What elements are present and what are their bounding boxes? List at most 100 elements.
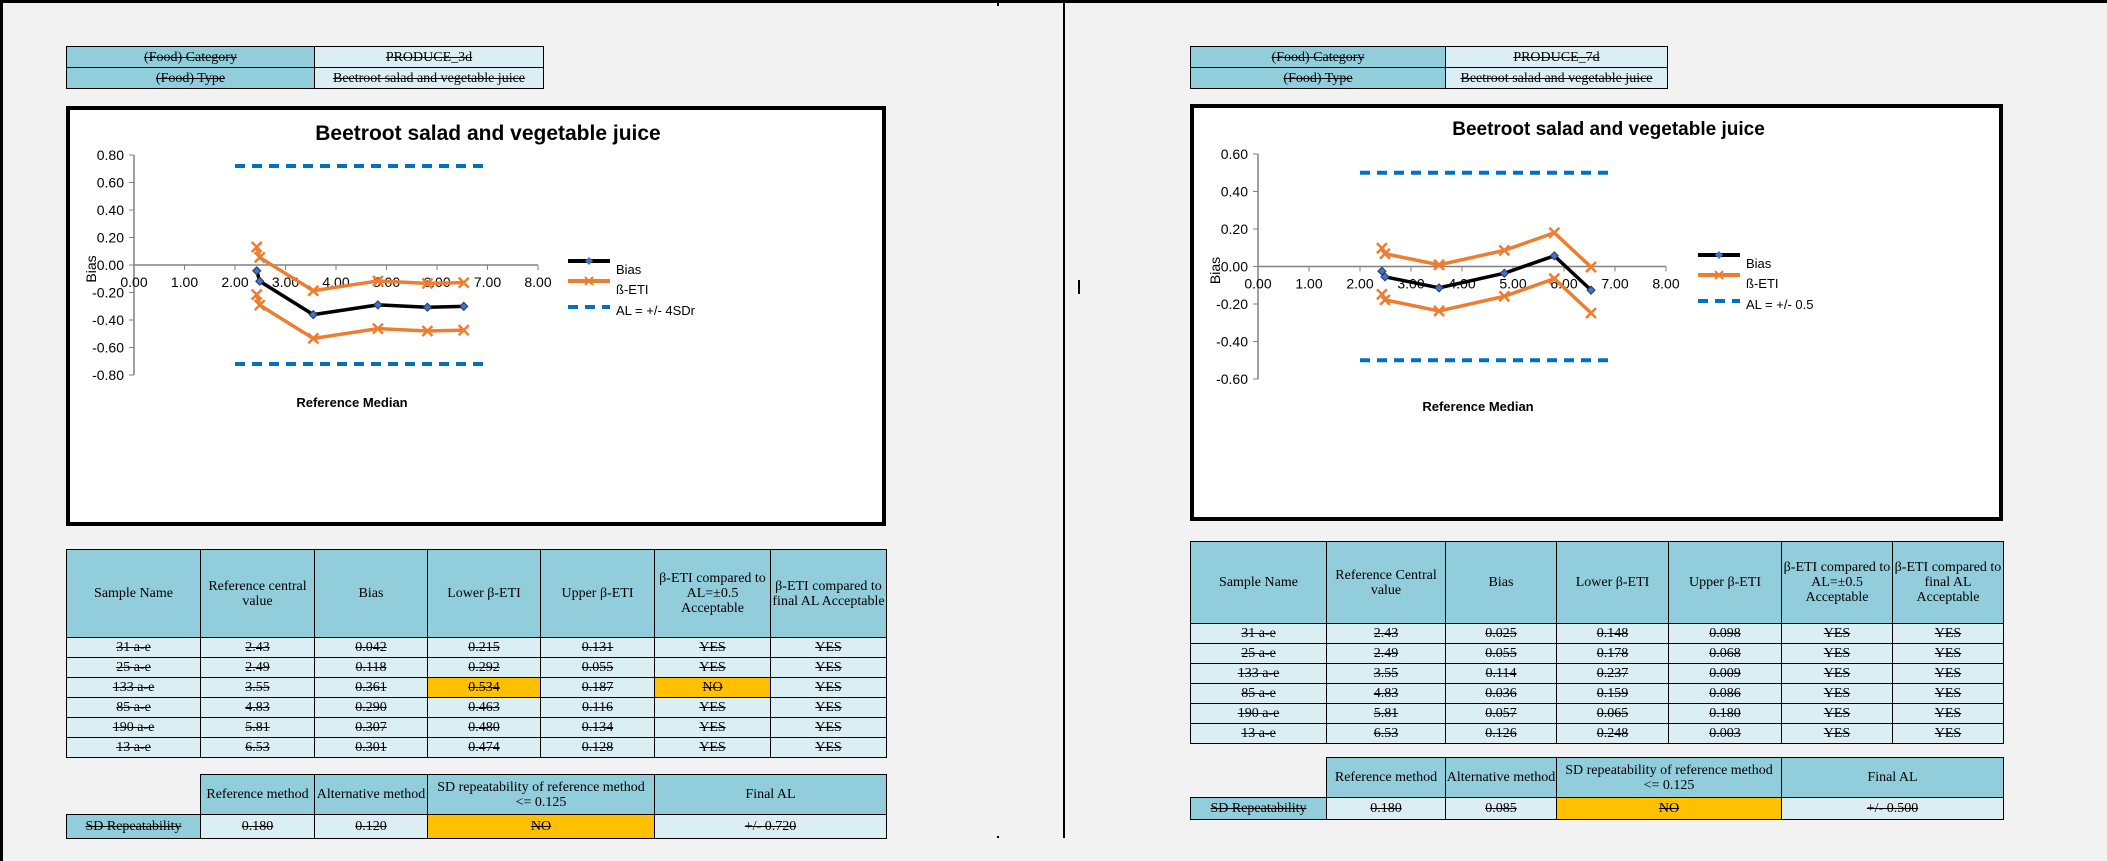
bias-point bbox=[252, 266, 262, 276]
table-cell: 0.237 bbox=[1556, 663, 1669, 684]
sd-col-alt: Alternative method bbox=[314, 774, 428, 815]
table-cell: 2.49 bbox=[1326, 643, 1446, 664]
top-border bbox=[0, 0, 2107, 3]
x-tick-label: 0.00 bbox=[1244, 276, 1271, 292]
type-label: (Food) Type bbox=[1190, 67, 1446, 89]
beti-point bbox=[253, 251, 266, 264]
x-tick-label: 3.00 bbox=[272, 274, 299, 290]
results-table: Sample Name Reference central value Bias… bbox=[66, 549, 887, 758]
table-cell: YES bbox=[770, 657, 887, 678]
category-value: PRODUCE_3d bbox=[314, 46, 544, 68]
y-tick-label: 0.60 bbox=[97, 175, 124, 191]
bias-point bbox=[1380, 272, 1390, 282]
col-bias: Bias bbox=[314, 549, 428, 638]
table-cell: 0.474 bbox=[427, 737, 541, 758]
col-bias: Bias bbox=[1445, 541, 1557, 624]
beti-point bbox=[1585, 307, 1597, 319]
sd-repeat-value: NO bbox=[1556, 797, 1782, 820]
col-eti-final: β-ETI compared to final AL Acceptable bbox=[1892, 541, 2004, 624]
table-cell: 0.128 bbox=[540, 737, 655, 758]
table-cell: 190 a-e bbox=[1190, 703, 1327, 724]
chart-title: Beetroot salad and vegetable juice bbox=[1452, 119, 1765, 140]
table-cell: 4.83 bbox=[1326, 683, 1446, 704]
y-tick-label: 0.00 bbox=[97, 257, 124, 273]
y-tick-label: 0.20 bbox=[1221, 221, 1248, 237]
table-cell: 0.215 bbox=[427, 637, 541, 658]
y-tick-label: -0.20 bbox=[92, 285, 124, 301]
table-cell: 25 a-e bbox=[66, 657, 201, 678]
table-cell: 13 a-e bbox=[66, 737, 201, 758]
table-cell: YES bbox=[1781, 683, 1893, 704]
table-cell: 5.81 bbox=[200, 717, 315, 738]
results-table: Sample Name Reference Central value Bias… bbox=[1190, 541, 2004, 744]
bias-point bbox=[308, 309, 318, 320]
panel-produce-7d: (Food) Category PRODUCE_7d (Food) Type B… bbox=[1144, 6, 2094, 836]
bias-point bbox=[1499, 268, 1510, 278]
table-cell: YES bbox=[1892, 683, 2004, 704]
panel-edge-mark bbox=[1078, 280, 1080, 294]
table-cell: 0.134 bbox=[540, 717, 655, 738]
sd-corner bbox=[66, 774, 201, 815]
table-cell: 0.086 bbox=[1668, 683, 1782, 704]
table-cell: 0.307 bbox=[314, 717, 428, 738]
legend-bias-label: Bias bbox=[1746, 256, 1772, 271]
table-cell: YES bbox=[1781, 663, 1893, 684]
sd-table: Reference method Alternative method SD r… bbox=[1190, 757, 2004, 820]
table-cell: YES bbox=[1781, 623, 1893, 644]
table-cell: YES bbox=[770, 637, 887, 658]
beti-point bbox=[1548, 272, 1561, 285]
bias-point bbox=[422, 302, 433, 312]
legend-al-label: AL = +/- 4SDr bbox=[616, 303, 696, 318]
table-cell: 0.055 bbox=[1445, 643, 1557, 664]
chart-svg: Beetroot salad and vegetable juice 0.80 0.… bbox=[83, 122, 696, 410]
sd-col-final: Final AL bbox=[1781, 757, 2004, 798]
table-cell: 0.025 bbox=[1445, 623, 1557, 644]
y-tick-label: 0.80 bbox=[97, 147, 124, 163]
beti-point bbox=[1376, 242, 1388, 255]
table-cell: YES bbox=[770, 717, 887, 738]
table-cell: 0.042 bbox=[314, 637, 428, 658]
x-tick-label: 5.00 bbox=[1499, 276, 1526, 292]
col-eti-al: β-ETI compared to AL=±0.5 Acceptable bbox=[1781, 541, 1893, 624]
table-cell: 0.118 bbox=[314, 657, 428, 678]
table-row: 13 a-e 6.53 0.126 0.248 0.003 YES YES bbox=[1190, 723, 2004, 744]
bias-point bbox=[1586, 285, 1596, 295]
x-tick-label: 1.00 bbox=[1295, 276, 1322, 292]
table-cell: YES bbox=[654, 717, 771, 738]
table-cell: 0.036 bbox=[1445, 683, 1557, 704]
beti-point bbox=[1433, 258, 1445, 271]
bias-point bbox=[255, 276, 265, 286]
legend-beti-label: ß-ETI bbox=[1746, 276, 1779, 291]
x-tick-label: 1.00 bbox=[171, 274, 198, 290]
table-cell: 0.290 bbox=[314, 697, 428, 718]
table-row: 190 a-e 5.81 0.307 0.480 0.134 YES YES bbox=[66, 717, 887, 738]
table-row: 31 a-e 2.43 0.025 0.148 0.098 YES YES bbox=[1190, 623, 2004, 644]
beti-point bbox=[307, 332, 320, 345]
col-upper-eti: Upper β-ETI bbox=[540, 549, 655, 638]
table-cell: 0.098 bbox=[1668, 623, 1782, 644]
table-row: 190 a-e 5.81 0.057 0.065 0.180 YES YES bbox=[1190, 703, 2004, 724]
y-tick-label: -0.40 bbox=[1216, 334, 1248, 350]
y-tick-label: 0.40 bbox=[1221, 184, 1248, 200]
table-cell: 0.148 bbox=[1556, 623, 1669, 644]
beti-lower-line bbox=[255, 294, 464, 341]
table-cell: YES bbox=[770, 737, 887, 758]
sd-final-value: +/- 0.720 bbox=[654, 814, 887, 839]
table-row: 25 a-e 2.49 0.055 0.178 0.068 YES YES bbox=[1190, 643, 2004, 664]
bias-chart: Beetroot salad and vegetable juice 0.80 0.… bbox=[66, 106, 886, 526]
sd-table: Reference method Alternative method SD r… bbox=[66, 774, 887, 839]
legend-bias-marker bbox=[585, 257, 593, 265]
bias-point bbox=[1434, 283, 1444, 293]
panel-produce-3d: (Food) Category PRODUCE_3d (Food) Type B… bbox=[22, 6, 1052, 839]
sd-ref-value: 0.180 bbox=[1326, 797, 1446, 820]
y-tick-label: -0.20 bbox=[1216, 296, 1248, 312]
table-cell: 0.068 bbox=[1668, 643, 1782, 664]
table-cell: YES bbox=[654, 637, 771, 658]
table-cell: 190 a-e bbox=[66, 717, 201, 738]
y-tick-label: 0.40 bbox=[97, 202, 124, 218]
table-row: 31 a-e 2.43 0.042 0.215 0.131 YES YES bbox=[66, 637, 887, 658]
beti-point bbox=[421, 325, 434, 337]
table-cell: 25 a-e bbox=[1190, 643, 1327, 664]
beti-point bbox=[1548, 226, 1561, 239]
table-cell: 4.83 bbox=[200, 697, 315, 718]
